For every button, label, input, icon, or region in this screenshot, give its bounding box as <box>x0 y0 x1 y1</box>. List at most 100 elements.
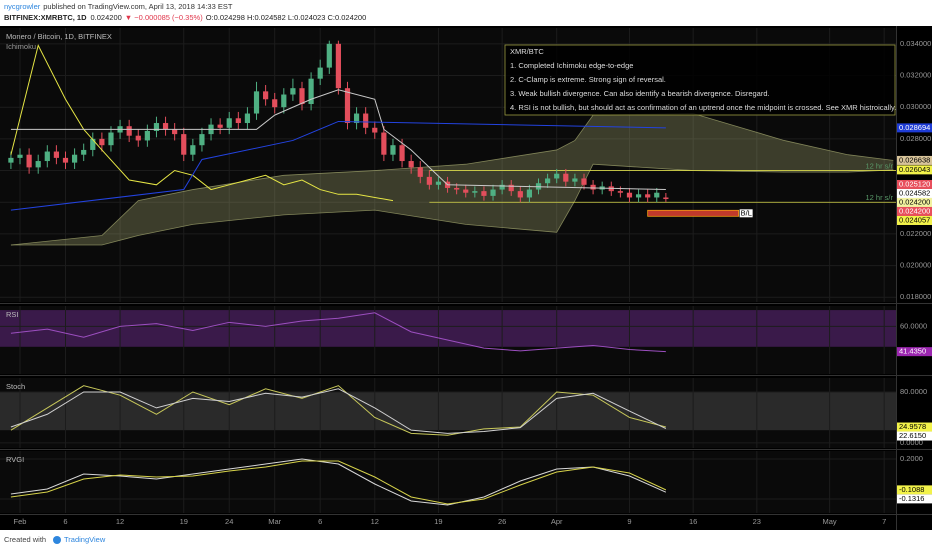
candle-body <box>408 161 414 168</box>
x-tick-label: Mar <box>268 517 281 526</box>
bl-box <box>647 209 740 217</box>
last: 0.024200 <box>91 13 122 22</box>
candle-body <box>645 194 651 198</box>
footer-created: Created with <box>4 535 46 544</box>
candle-body <box>253 91 260 114</box>
note-title: XMR/BTC <box>510 47 544 56</box>
x-tick-label: 24 <box>225 517 233 526</box>
candle-body <box>217 124 223 128</box>
candle-body <box>272 99 278 108</box>
pane-title: Stoch <box>6 382 25 391</box>
indicator-name: Ichimoku <box>6 42 36 51</box>
candle-body <box>508 184 514 192</box>
candle-body <box>108 132 114 146</box>
candle-body <box>153 123 160 131</box>
candle-body <box>263 91 269 100</box>
footer-brand[interactable]: TradingView <box>64 535 106 544</box>
price-label: 0.024200 <box>899 197 930 206</box>
price-label: 0.028694 <box>899 123 930 132</box>
candle-body <box>372 127 378 133</box>
y-tick-label: 0.2000 <box>900 454 923 463</box>
candle-body <box>344 88 351 124</box>
brand-icon <box>53 536 61 544</box>
footer-bar <box>0 530 932 550</box>
series-line <box>10 312 666 353</box>
price-label: 0.026043 <box>899 165 930 174</box>
pane <box>0 451 896 513</box>
series-line <box>10 458 667 506</box>
bl-label: B/L <box>741 208 752 217</box>
price-label: 0.024582 <box>899 188 930 197</box>
x-tick-label: May <box>823 517 837 526</box>
candle-body <box>172 129 178 135</box>
y-tick-label: 0.028000 <box>900 134 931 143</box>
price-label-bg <box>896 179 932 189</box>
candle-body <box>226 118 232 128</box>
candle-body <box>62 157 69 163</box>
band <box>0 310 896 347</box>
price-label: 41.4350 <box>899 347 926 356</box>
cloud-edge <box>10 163 894 246</box>
x-tick-label: 23 <box>753 517 761 526</box>
y-tick-label: 80.0000 <box>900 387 927 396</box>
series-line <box>10 120 666 211</box>
series-line <box>10 460 667 505</box>
price-label-bg <box>896 206 932 216</box>
y-tick-label: 0.030000 <box>900 102 931 111</box>
candle-body <box>617 191 623 193</box>
candle-body <box>390 145 396 155</box>
x-tick-label: 12 <box>371 517 379 526</box>
candle-body <box>526 189 533 198</box>
candle-body <box>426 176 432 185</box>
candle-body <box>90 138 96 150</box>
x-tick-label: 7 <box>882 517 886 526</box>
x-tick-label: 19 <box>180 517 188 526</box>
ohlc: O:0.024298 H:0.024582 L:0.024023 C:0.024… <box>206 13 367 22</box>
price-label-bg <box>896 494 932 504</box>
price-label-bg <box>896 485 932 495</box>
candle-body <box>53 151 59 158</box>
candle-body <box>472 191 478 193</box>
note-line: 1. Completed Ichimoku edge-to-edge <box>510 61 633 70</box>
candle-body <box>563 173 569 182</box>
candle-body <box>490 189 496 196</box>
header-line: nycgrowler published on TradingView.com, … <box>4 2 233 11</box>
x-tick-label: 19 <box>434 517 442 526</box>
cloud-edge <box>10 113 894 246</box>
candle-body <box>199 134 205 146</box>
candle-body <box>35 161 41 168</box>
candle-body <box>144 130 150 141</box>
published: published on TradingView.com, April 13, … <box>43 2 233 11</box>
price-label-bg <box>896 422 932 432</box>
candle-body <box>572 178 578 182</box>
candle-body <box>663 197 669 200</box>
price-label-bg <box>896 155 932 165</box>
candle-body <box>363 113 369 128</box>
candle-body <box>353 113 360 124</box>
price-label-bg <box>896 347 932 357</box>
y-tick-label: 0.022000 <box>900 229 931 238</box>
note-box <box>504 44 896 116</box>
pane-title: RVGI <box>6 455 24 464</box>
note-line: 3. Weak bullish divergence. Can also ide… <box>510 89 770 98</box>
author[interactable]: nycgrowler <box>4 2 41 11</box>
change: ▼ −0.000085 (−0.35%) <box>125 13 203 22</box>
x-tick-label: 9 <box>627 517 631 526</box>
price-label-bg <box>896 165 932 175</box>
candle-body <box>99 138 105 146</box>
pane-title: Monero / Bitcoin, 1D, BITFINEX <box>6 32 112 41</box>
candle-body <box>244 113 251 124</box>
symbol: BITFINEX:XMRBTC, 1D <box>4 13 87 22</box>
y-tick-label: 0.034000 <box>900 39 931 48</box>
candle-body <box>626 192 633 198</box>
candle-body <box>399 145 405 162</box>
price-label: 0.024200 <box>899 206 930 215</box>
candle-body <box>381 132 387 155</box>
bl-label-bg <box>739 209 753 218</box>
candle-body <box>281 94 287 108</box>
y-tick-label: 0.032000 <box>900 70 931 79</box>
candle-body <box>554 173 560 179</box>
candle-body <box>162 123 169 130</box>
price-label-bg <box>896 188 932 198</box>
